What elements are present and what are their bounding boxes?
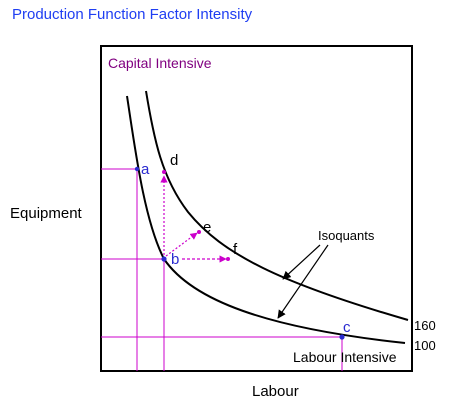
- point-label-a: a: [141, 161, 150, 178]
- point-marker-a: [134, 166, 140, 172]
- isoquant-curve-100: [126, 95, 406, 344]
- point-marker-b: [161, 256, 167, 262]
- plot-frame: [100, 45, 413, 372]
- diagram-title: Production Function Factor Intensity: [12, 6, 253, 23]
- isoquant-level-160: 160: [414, 318, 436, 333]
- x-axis-label: Labour: [252, 383, 299, 400]
- point-marker-d: [162, 170, 166, 174]
- point-label-c: c: [343, 319, 351, 336]
- point-marker-f: [226, 257, 230, 261]
- point-marker-e: [197, 230, 201, 234]
- capital-intensive-label: Capital Intensive: [108, 55, 212, 71]
- point-label-b: b: [171, 251, 179, 268]
- point-marker-c: [339, 334, 345, 340]
- isoquants-arrow-lower: [277, 244, 329, 319]
- point-label-f: f: [233, 241, 238, 258]
- isoquant-level-100: 100: [414, 338, 436, 353]
- labour-intensive-label: Labour Intensive: [293, 349, 397, 365]
- y-axis-label: Equipment: [10, 205, 83, 222]
- isoquants-arrow-upper: [282, 244, 321, 280]
- isoquant-curve-160: [145, 90, 409, 321]
- point-label-e: e: [203, 219, 211, 236]
- isoquants-label: Isoquants: [318, 228, 375, 243]
- arrow-b-to-e: [165, 232, 198, 257]
- point-label-d: d: [170, 152, 178, 169]
